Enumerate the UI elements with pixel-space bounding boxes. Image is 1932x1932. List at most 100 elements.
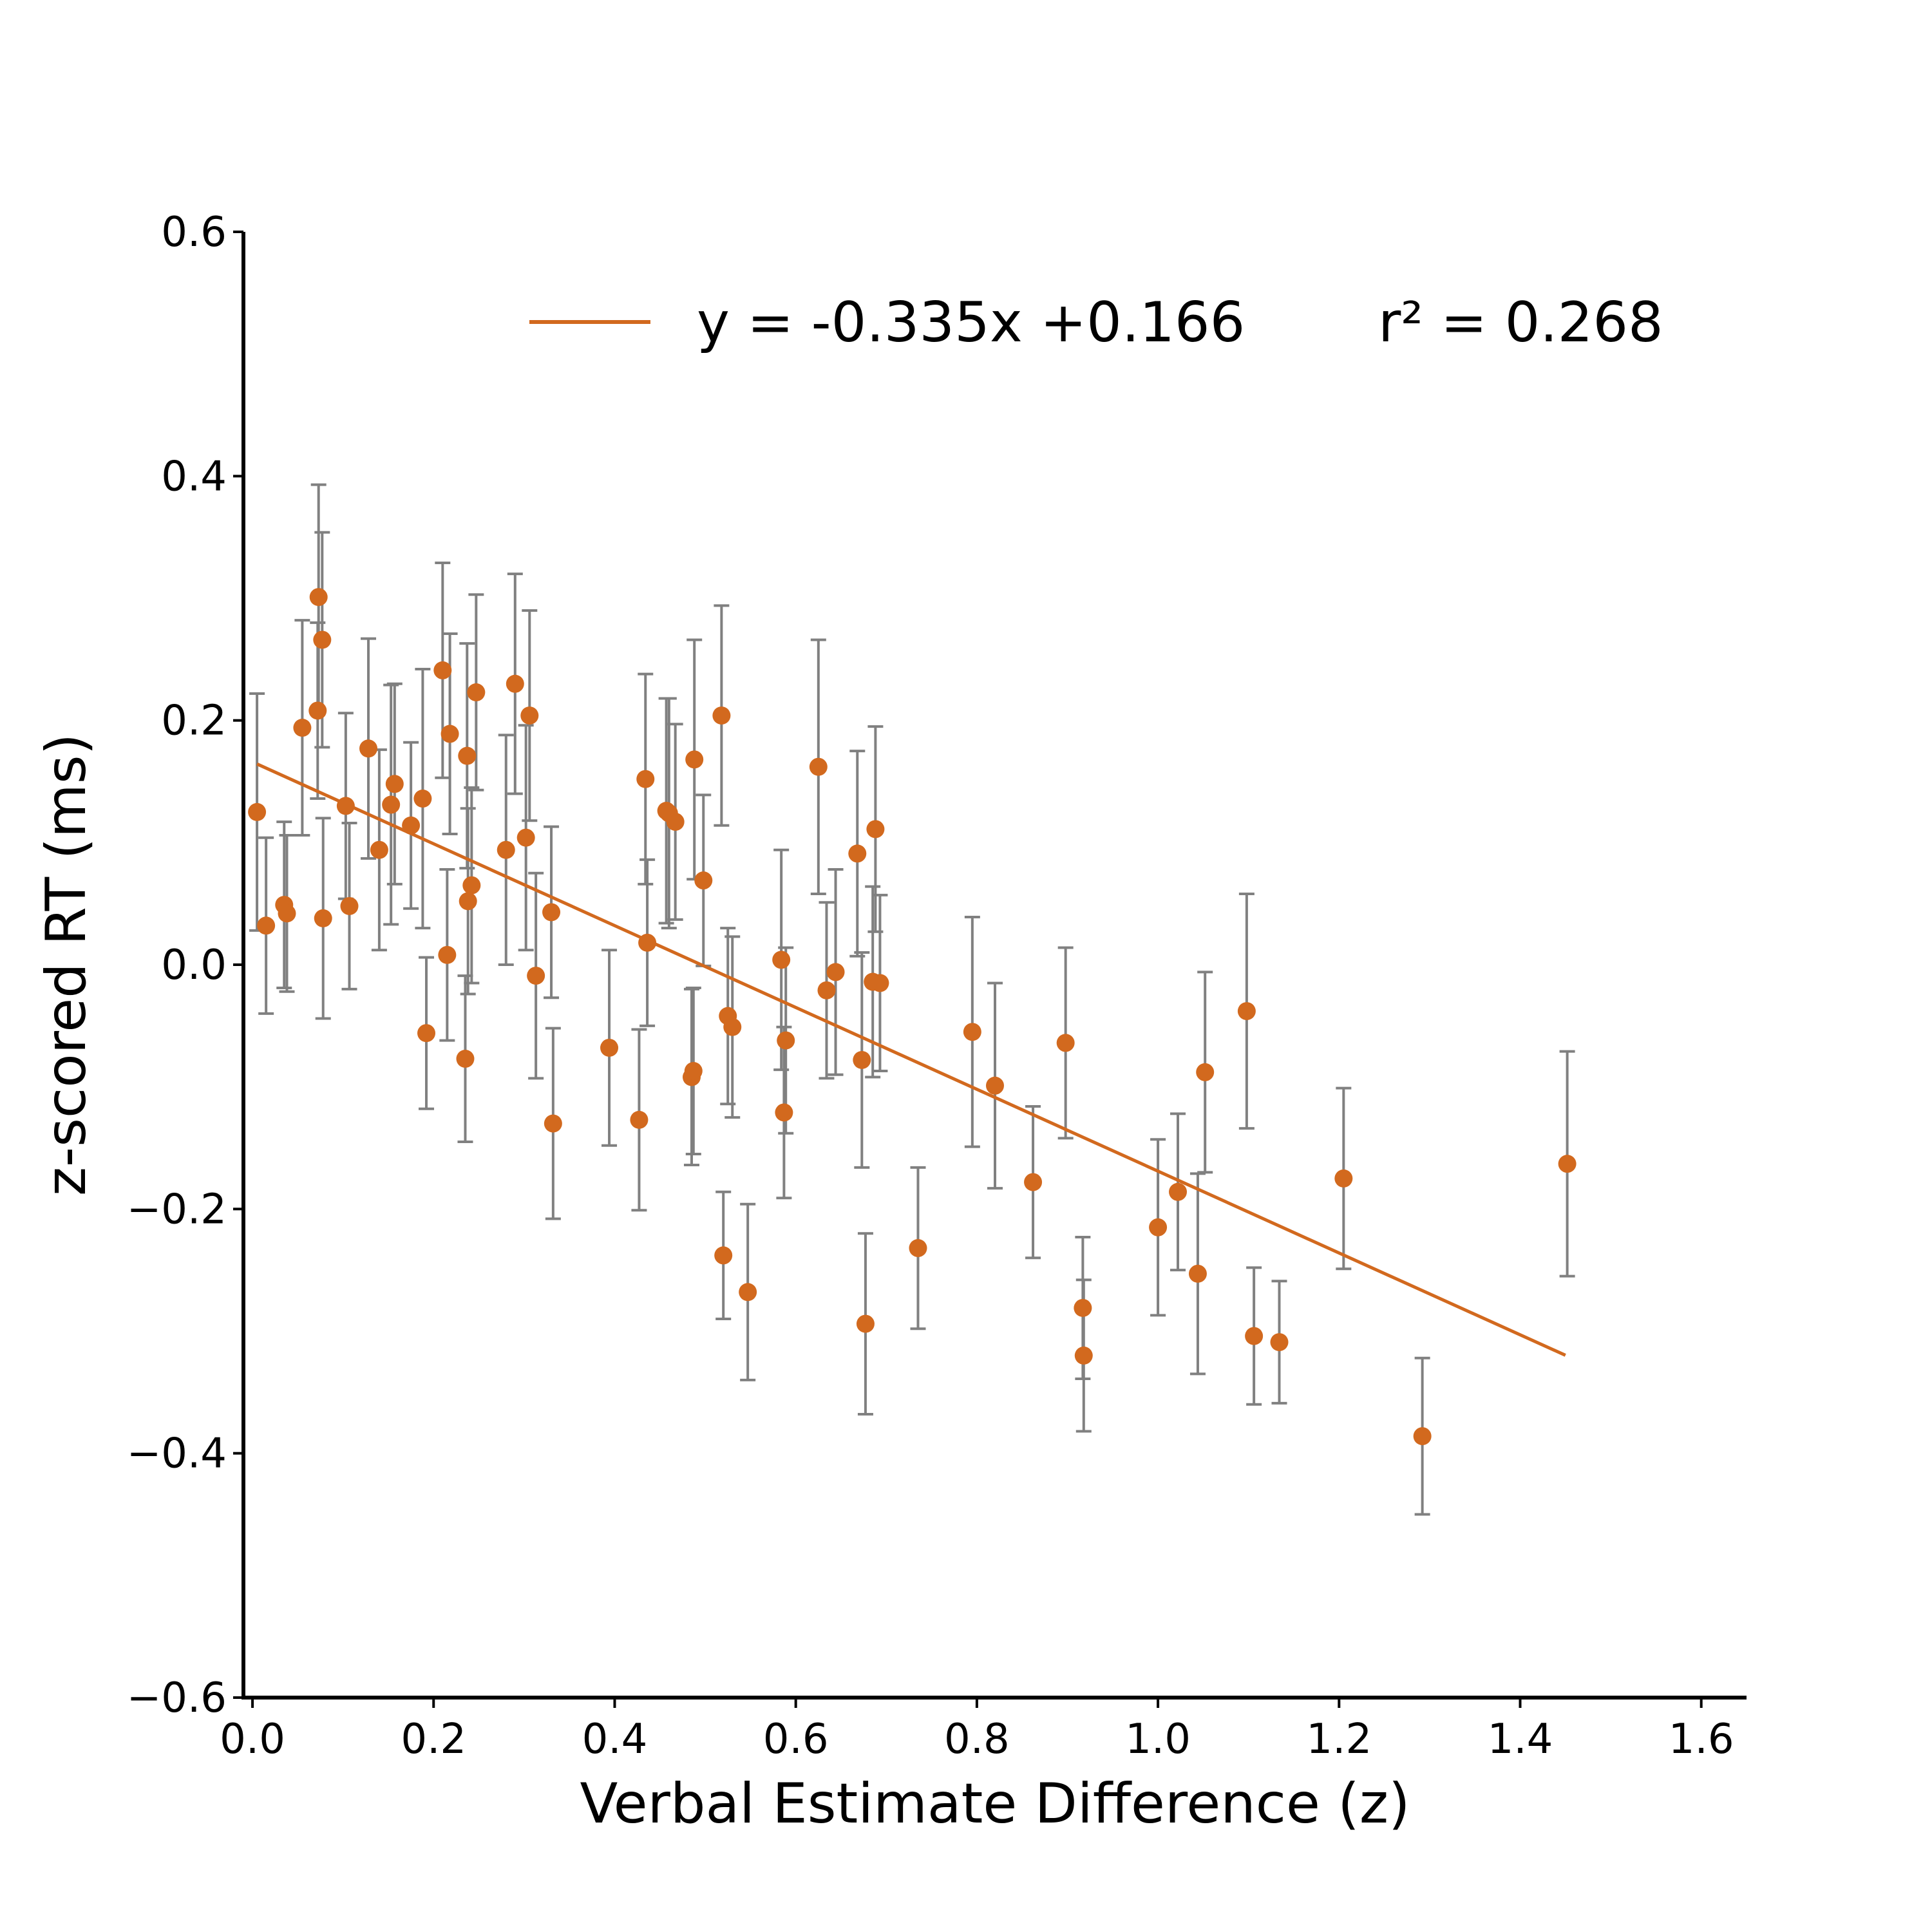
data-point — [871, 974, 889, 992]
data-point — [413, 790, 432, 808]
x-tick-label: 0.2 — [401, 1716, 466, 1763]
data-point — [257, 916, 276, 935]
data-point — [1245, 1327, 1264, 1345]
data-point — [402, 816, 421, 835]
x-tick-label: 0.0 — [220, 1716, 285, 1763]
data-point — [666, 813, 685, 831]
x-tick-label: 1.4 — [1488, 1716, 1553, 1763]
data-point — [638, 933, 657, 952]
x-ticks: 0.0 0.2 0.4 0.6 0.8 1.0 1.2 1.4 1.6 — [220, 1698, 1734, 1763]
y-axis-label: z-scored RT (ms) — [34, 734, 99, 1196]
data-point — [248, 802, 267, 821]
x-tick-label: 0.8 — [944, 1716, 1010, 1763]
y-ticks: −0.6 −0.4 −0.2 0.0 0.2 0.4 0.6 — [127, 209, 243, 1722]
data-point — [775, 1103, 793, 1122]
data-point — [314, 909, 332, 927]
data-point — [1558, 1155, 1577, 1173]
y-tick-label: 0.2 — [161, 697, 227, 745]
error-bars — [249, 483, 1575, 1516]
x-tick-label: 0.4 — [582, 1716, 648, 1763]
data-point — [1188, 1264, 1207, 1283]
y-tick-label: −0.6 — [127, 1674, 227, 1722]
data-point — [309, 588, 328, 607]
data-point — [1270, 1333, 1289, 1352]
data-point — [630, 1110, 649, 1129]
data-point — [1074, 1298, 1092, 1317]
data-point — [1056, 1034, 1075, 1052]
data-point — [433, 661, 452, 679]
data-point — [853, 1050, 871, 1069]
data-point — [909, 1239, 927, 1258]
data-point — [359, 739, 378, 758]
data-point — [1237, 1002, 1256, 1021]
data-point — [600, 1038, 619, 1057]
data-point — [772, 951, 791, 969]
legend-r-squared: r² = 0.268 — [1378, 290, 1663, 355]
data-point — [1169, 1182, 1188, 1201]
legend: y = -0.335x +0.166 r² = 0.268 — [529, 290, 1663, 355]
data-point — [1413, 1427, 1432, 1446]
x-axis-label: Verbal Estimate Difference (z) — [580, 1772, 1410, 1836]
data-point — [694, 871, 713, 890]
x-tick-label: 1.2 — [1306, 1716, 1372, 1763]
data-point — [385, 775, 404, 793]
data-point — [308, 701, 327, 720]
data-point — [723, 1018, 742, 1036]
y-tick-label: 0.0 — [161, 942, 227, 989]
data-points — [248, 588, 1577, 1446]
data-point — [542, 903, 561, 922]
data-point — [506, 674, 524, 693]
data-point — [293, 719, 312, 737]
data-point — [1074, 1346, 1093, 1365]
data-point — [685, 750, 704, 769]
data-point — [739, 1283, 757, 1302]
data-point — [520, 706, 539, 725]
x-tick-label: 1.0 — [1125, 1716, 1191, 1763]
fit-line — [256, 762, 1566, 1357]
data-point — [336, 797, 355, 815]
x-tick-label: 0.6 — [763, 1716, 829, 1763]
data-point — [278, 904, 296, 923]
data-point — [527, 967, 545, 985]
data-point — [636, 770, 655, 788]
data-point — [809, 757, 828, 776]
data-point — [986, 1076, 1004, 1095]
fit-line-layer — [256, 762, 1566, 1357]
data-point — [544, 1114, 562, 1133]
data-point — [497, 840, 515, 859]
legend-equation: y = -0.335x +0.166 — [697, 290, 1245, 355]
data-point — [817, 981, 836, 999]
data-point — [848, 844, 867, 863]
data-point — [313, 630, 332, 649]
data-point — [866, 820, 885, 838]
data-point — [440, 724, 459, 743]
data-point — [712, 706, 731, 725]
data-point — [516, 828, 535, 847]
data-point — [417, 1024, 436, 1043]
y-tick-label: −0.2 — [127, 1186, 227, 1233]
data-point — [1334, 1169, 1353, 1188]
data-point — [370, 840, 388, 859]
y-tick-label: 0.4 — [161, 453, 227, 500]
data-point — [1024, 1173, 1043, 1191]
data-point — [382, 795, 401, 814]
data-point — [1196, 1063, 1215, 1081]
y-tick-label: −0.4 — [127, 1430, 227, 1478]
data-point — [963, 1023, 981, 1041]
data-point — [458, 746, 477, 765]
data-point — [856, 1314, 875, 1333]
data-point — [340, 896, 359, 915]
data-point — [714, 1246, 733, 1265]
data-point — [684, 1062, 703, 1081]
data-point — [467, 683, 486, 702]
data-point — [826, 963, 845, 981]
data-point — [456, 1050, 475, 1068]
data-point — [1149, 1218, 1168, 1236]
x-tick-label: 1.6 — [1669, 1716, 1734, 1763]
data-point — [459, 892, 477, 911]
data-point — [462, 876, 481, 895]
data-point — [777, 1031, 795, 1050]
y-tick-label: 0.6 — [161, 209, 227, 256]
data-point — [438, 945, 457, 964]
